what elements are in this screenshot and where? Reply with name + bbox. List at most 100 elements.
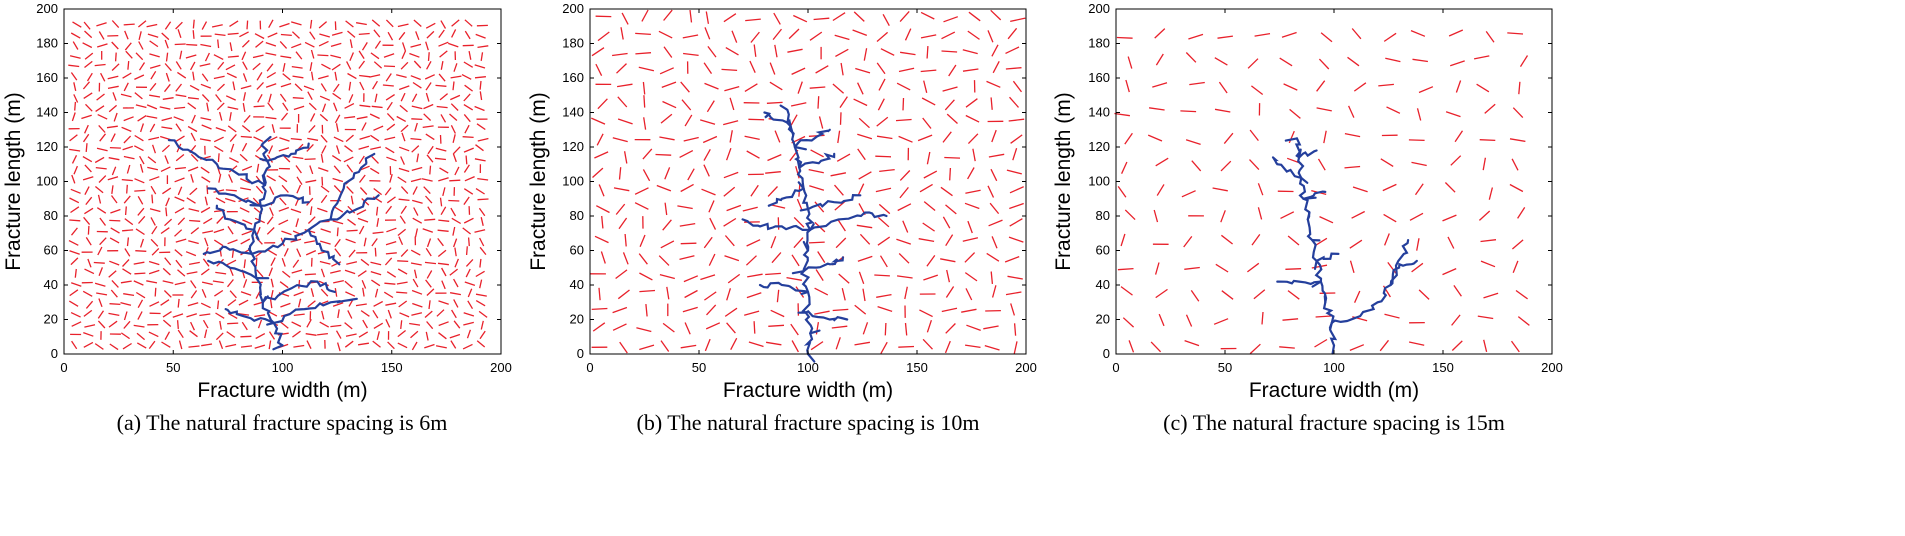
natural-fracture [370, 270, 382, 276]
natural-fracture [476, 340, 486, 348]
natural-fracture [1155, 53, 1164, 66]
y-tick-label: 80 [570, 208, 584, 223]
natural-fracture [344, 340, 354, 348]
natural-fracture [666, 286, 670, 300]
natural-fracture [1009, 96, 1019, 108]
natural-fracture [615, 203, 626, 215]
natural-fracture [463, 147, 474, 153]
natural-fracture [396, 74, 407, 79]
natural-fracture [149, 176, 160, 181]
natural-fracture [279, 93, 287, 102]
natural-fracture [294, 83, 303, 92]
natural-fracture [227, 226, 234, 235]
natural-fracture [438, 300, 449, 305]
natural-fracture [706, 304, 717, 316]
y-tick-label: 200 [36, 1, 58, 16]
natural-fracture [268, 267, 274, 277]
natural-fracture [98, 124, 106, 133]
natural-fracture [82, 290, 93, 297]
natural-fracture [191, 114, 196, 124]
natural-fracture [1455, 80, 1462, 93]
natural-fracture [1220, 210, 1226, 223]
natural-fracture [293, 291, 304, 297]
natural-fracture [200, 43, 212, 48]
natural-fracture [1009, 202, 1024, 210]
natural-fracture [837, 219, 846, 232]
natural-fracture [177, 329, 184, 339]
natural-fracture [149, 64, 161, 69]
natural-fracture [642, 81, 646, 95]
natural-fracture [411, 312, 423, 316]
natural-fracture [84, 207, 94, 215]
natural-fracture [441, 280, 446, 290]
natural-fracture [1451, 340, 1463, 351]
natural-fracture [1320, 32, 1333, 43]
natural-fracture [361, 122, 367, 131]
natural-fracture [440, 20, 447, 29]
natural-fracture [279, 40, 288, 49]
natural-fracture [440, 60, 444, 70]
natural-fracture [309, 31, 316, 40]
natural-fracture [73, 165, 79, 175]
natural-fracture [199, 313, 211, 317]
natural-fracture [479, 330, 486, 340]
x-axis-label: Fracture width (m) [1249, 379, 1419, 402]
natural-fracture [84, 324, 96, 328]
natural-fracture [85, 103, 93, 112]
natural-fracture [462, 227, 471, 235]
natural-fracture [787, 48, 803, 53]
natural-fracture [123, 82, 129, 92]
natural-fracture [474, 158, 486, 162]
natural-fracture [241, 39, 250, 48]
natural-fracture [200, 117, 212, 121]
natural-fracture [111, 185, 114, 194]
natural-fracture [280, 33, 292, 37]
natural-fracture [746, 292, 762, 299]
natural-fracture [108, 104, 118, 113]
natural-fracture [83, 341, 94, 348]
natural-fracture [474, 76, 486, 79]
natural-fracture [902, 97, 905, 111]
natural-fracture [965, 189, 981, 194]
natural-fracture [464, 19, 473, 27]
fracture-branch [804, 310, 849, 322]
natural-fracture [1010, 303, 1016, 316]
natural-fracture [791, 254, 800, 267]
natural-fracture [724, 85, 740, 92]
natural-fracture [252, 197, 261, 206]
fracture-branch [793, 128, 831, 149]
natural-fracture [435, 345, 447, 349]
natural-fracture [946, 269, 951, 283]
natural-fracture [160, 227, 170, 235]
natural-fracture [1005, 291, 1022, 296]
natural-fracture [211, 24, 223, 28]
natural-fracture [227, 32, 239, 35]
natural-fracture [991, 285, 997, 298]
natural-fracture [949, 167, 952, 181]
natural-fracture [878, 203, 891, 215]
natural-fracture [1184, 339, 1200, 347]
natural-fracture [213, 239, 224, 247]
natural-fracture [376, 331, 380, 341]
natural-fracture [1128, 340, 1135, 353]
natural-fracture [701, 188, 716, 196]
natural-fracture [336, 342, 341, 352]
natural-fracture [450, 125, 456, 134]
natural-fracture [858, 271, 865, 285]
natural-fracture [281, 257, 286, 267]
fracture-branch [741, 218, 812, 232]
natural-fracture [463, 196, 470, 205]
natural-fracture [410, 137, 422, 141]
natural-fracture [438, 29, 445, 38]
natural-fracture [769, 81, 783, 91]
natural-fracture [397, 342, 408, 349]
natural-fracture [810, 149, 824, 158]
natural-fracture [371, 238, 378, 247]
natural-fracture [97, 320, 106, 329]
natural-fracture [465, 155, 468, 165]
natural-fracture [437, 229, 449, 232]
natural-fracture [292, 156, 304, 160]
natural-fracture [219, 320, 222, 330]
natural-fracture [318, 21, 328, 29]
natural-fracture [83, 216, 91, 226]
